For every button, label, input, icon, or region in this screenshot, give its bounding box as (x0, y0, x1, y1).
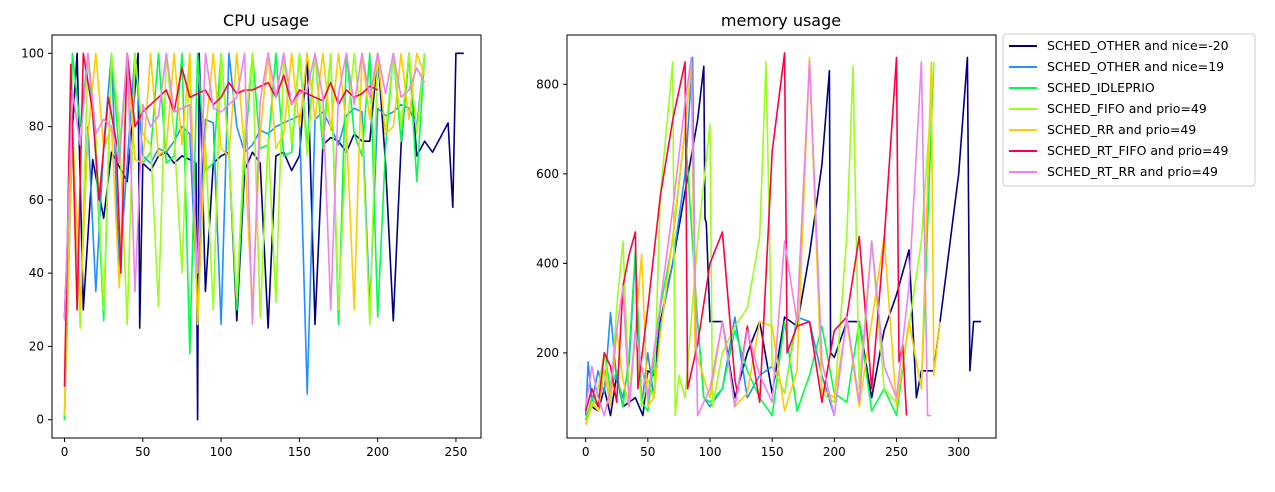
memory-usage-panel: memory usage 0 50 100 150 200 250 300 200 400 600… (536, 11, 997, 459)
legend-frame (1002, 33, 1256, 187)
cpu-xtick-label: 200 (366, 445, 389, 459)
cpu-xtick-label: 150 (288, 445, 311, 459)
legend-label: SCHED_RT_FIFO and prio=49 (1047, 143, 1228, 158)
cpu-xtick-label: 0 (61, 445, 69, 459)
cpu-usage-panel: CPU usage 0 50 100 150 200 250 0 20 40 60 80 100 (21, 11, 482, 459)
cpu-plot-area: 0 50 100 150 200 250 0 20 40 60 80 100 (21, 34, 482, 459)
legend-entry: SCHED_RT_RR and prio=49 (1009, 164, 1218, 179)
legend-label: SCHED_FIFO and prio=49 (1047, 101, 1207, 116)
cpu-series-group (63, 52, 464, 421)
memory-series-group (584, 52, 982, 425)
memory-series-line-6 (584, 56, 932, 417)
cpu-xtick-label: 50 (135, 445, 150, 459)
memory-ytick-label: 200 (536, 346, 559, 360)
memory-chart-title: memory usage (721, 11, 841, 30)
legend-entry: SCHED_RT_FIFO and prio=49 (1009, 143, 1228, 158)
legend-items: SCHED_OTHER and nice=-20 SCHED_OTHER and … (1009, 38, 1229, 179)
cpu-ytick-label: 100 (21, 46, 44, 60)
legend-entry: SCHED_OTHER and nice=19 (1009, 59, 1224, 74)
memory-xtick-label: 50 (640, 445, 655, 459)
memory-xtick-label: 0 (582, 445, 590, 459)
memory-xtick-label: 150 (761, 445, 784, 459)
memory-plot-area: 0 50 100 150 200 250 300 200 400 600 800 (536, 34, 997, 459)
cpu-chart-title: CPU usage (223, 11, 309, 30)
cpu-series-line-3 (63, 52, 426, 417)
memory-ytick-label: 600 (536, 167, 559, 181)
legend-label: SCHED_RR and prio=49 (1047, 122, 1196, 137)
cpu-ytick-label: 80 (29, 120, 44, 134)
cpu-xtick-label: 250 (444, 445, 467, 459)
cpu-xtick-label: 100 (210, 445, 233, 459)
memory-xtick-label: 250 (885, 445, 908, 459)
legend-entry: SCHED_IDLEPRIO (1009, 80, 1155, 95)
cpu-axes-frame (51, 34, 482, 439)
legend-entry: SCHED_RR and prio=49 (1009, 122, 1196, 137)
memory-xtick-label: 100 (699, 445, 722, 459)
memory-ytick-label: 800 (536, 77, 559, 91)
cpu-ytick-label: 40 (29, 266, 44, 280)
legend-entry: SCHED_OTHER and nice=-20 (1009, 38, 1229, 53)
legend-label: SCHED_IDLEPRIO (1047, 80, 1155, 95)
legend-label: SCHED_RT_RR and prio=49 (1047, 164, 1218, 179)
cpu-series-line-0 (63, 52, 464, 421)
cpu-series-line-5 (63, 52, 379, 387)
memory-series-line-3 (584, 61, 935, 425)
legend-entry: SCHED_FIFO and prio=49 (1009, 101, 1207, 116)
memory-ytick-label: 400 (536, 256, 559, 270)
cpu-series-line-6 (63, 52, 426, 326)
legend-label: SCHED_OTHER and nice=-20 (1047, 38, 1229, 53)
memory-axes-frame (566, 34, 997, 439)
legend: SCHED_OTHER and nice=-20 SCHED_OTHER and … (1002, 33, 1256, 187)
cpu-ytick-label: 60 (29, 193, 44, 207)
memory-xtick-label: 200 (823, 445, 846, 459)
cpu-ytick-label: 0 (36, 413, 44, 427)
cpu-ytick-label: 20 (29, 339, 44, 353)
memory-xtick-label: 300 (947, 445, 970, 459)
legend-label: SCHED_OTHER and nice=19 (1047, 59, 1224, 74)
